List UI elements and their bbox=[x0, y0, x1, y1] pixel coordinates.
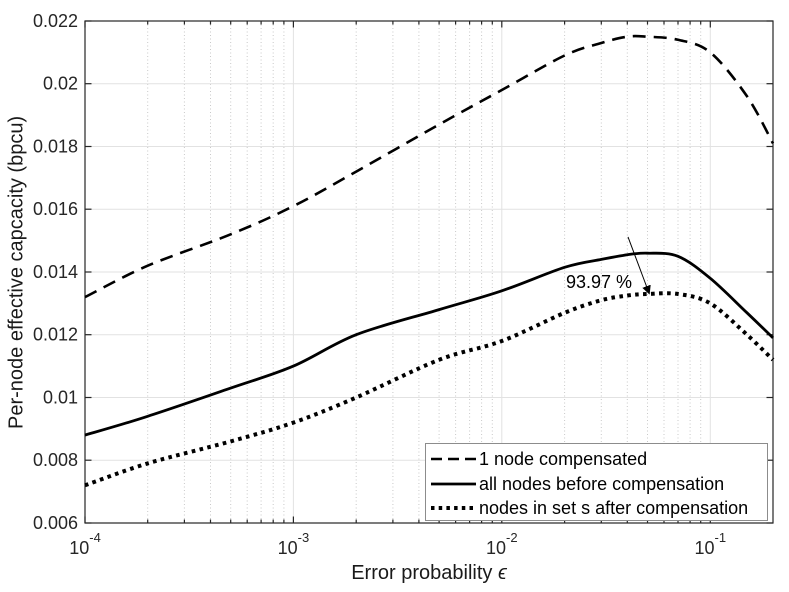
y-axis-label: Per-node effective capcacity (bpcu) bbox=[3, 21, 31, 523]
y-tick-label: 0.006 bbox=[33, 513, 78, 533]
x-tick-label: 10-4 bbox=[69, 530, 101, 558]
legend-item-label: 1 node compensated bbox=[479, 449, 648, 470]
y-tick-label: 0.016 bbox=[33, 199, 78, 219]
legend-item-label: all nodes before compensation bbox=[479, 473, 725, 494]
legend: 1 node compensated all nodes before comp… bbox=[425, 443, 768, 521]
axis-ticks bbox=[84, 20, 773, 524]
y-tick-label: 0.02 bbox=[43, 74, 78, 94]
epsilon-symbol: ϵ bbox=[497, 562, 507, 584]
legend-item: all nodes before compensation bbox=[426, 471, 767, 495]
grid-major bbox=[85, 21, 773, 523]
x-axis-label: Error probability ϵ bbox=[85, 562, 773, 585]
legend-item: 1 node compensated bbox=[426, 447, 767, 471]
x-tick-label: 10-1 bbox=[695, 530, 727, 558]
y-tick-label: 0.01 bbox=[43, 388, 78, 408]
y-tick-label: 0.012 bbox=[33, 325, 78, 345]
y-tick-label: 0.008 bbox=[33, 450, 78, 470]
y-tick-label: 0.018 bbox=[33, 137, 78, 157]
legend-item: nodes in set s after compensation bbox=[426, 496, 767, 520]
series-line-solid bbox=[84, 251, 774, 437]
annotation-label: 93.97 % bbox=[566, 272, 633, 292]
x-tick-label: 10-3 bbox=[278, 530, 310, 558]
solid-line-sample-icon bbox=[431, 482, 476, 485]
dotted-line-sample-icon bbox=[431, 505, 476, 510]
series-line-dashed bbox=[84, 34, 775, 299]
x-tick-label: 10-2 bbox=[486, 530, 518, 558]
annotation-arrow bbox=[627, 236, 651, 295]
x-axis-label-text: Error probability bbox=[351, 562, 493, 584]
y-axis-label-text: Per-node effective capcacity (bpcu) bbox=[5, 115, 28, 429]
dashed-line-sample-icon bbox=[431, 457, 476, 461]
x-tick-labels: 10-4 10-3 10-2 10-1 bbox=[69, 530, 726, 558]
legend-item-label: nodes in set s after compensation bbox=[479, 497, 749, 518]
y-tick-label: 0.014 bbox=[33, 262, 78, 282]
y-tick-labels: 0.006 0.008 0.01 0.012 0.014 0.016 0.018 0.02 0.… bbox=[33, 11, 78, 533]
y-tick-label: 0.022 bbox=[33, 11, 78, 31]
